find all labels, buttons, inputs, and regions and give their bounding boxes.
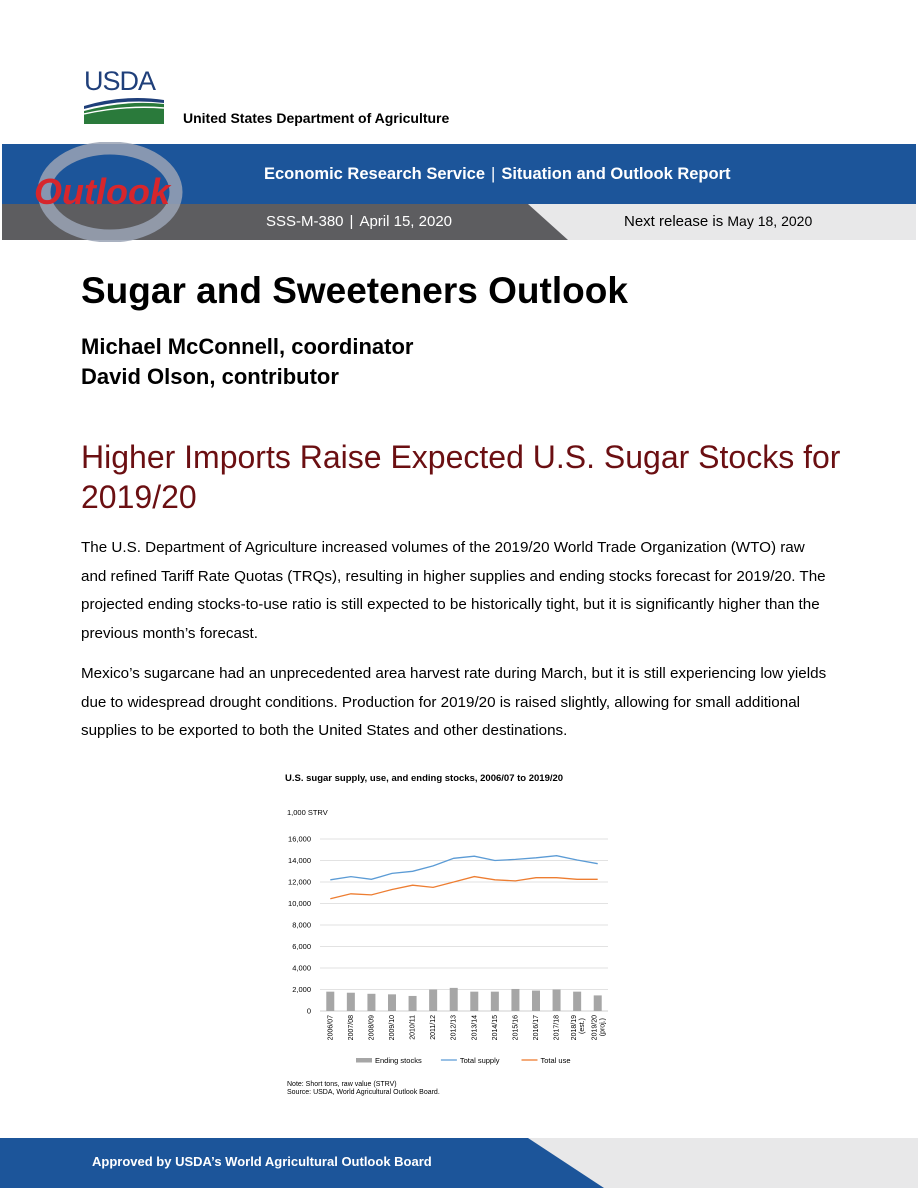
x-tick-label: 2009/10 — [389, 1015, 396, 1040]
legend-swatch — [356, 1058, 372, 1063]
chart-title: U.S. sugar supply, use, and ending stock… — [285, 773, 564, 784]
outlook-logo-text: Outlook — [34, 171, 172, 212]
chart-source: Source: USDA, World Agricultural Outlook… — [287, 1089, 440, 1096]
line-total-use — [330, 875, 598, 900]
bar-ending-stocks — [449, 987, 458, 1011]
x-tick-label: 2014/15 — [492, 1015, 499, 1040]
report-type: Situation and Outlook Report — [501, 165, 731, 183]
y-tick-label: 4,000 — [292, 964, 311, 973]
paragraph: The U.S. Department of Agriculture incre… — [81, 539, 826, 643]
bar-ending-stocks — [346, 992, 355, 1011]
bar-ending-stocks — [573, 991, 582, 1011]
bar-ending-stocks — [326, 991, 335, 1011]
authors: Michael McConnell, coordinator David Ols… — [81, 332, 413, 392]
usda-hills-icon — [84, 96, 164, 124]
x-tick-label: 2011/12 — [430, 1015, 437, 1040]
x-tick-label: 2006/07 — [327, 1015, 334, 1040]
usda-logo: USDA — [84, 68, 164, 124]
y-tick-label: 0 — [307, 1007, 311, 1016]
x-tick-label: 2010/11 — [410, 1015, 417, 1040]
y-tick-label: 16,000 — [288, 835, 311, 844]
chart-notes: Note: Short tons, raw value (STRV) Sourc… — [287, 1081, 440, 1097]
next-release-date: May 18, 2020 — [727, 213, 813, 229]
y-tick-label: 10,000 — [288, 899, 311, 908]
bar-ending-stocks — [388, 994, 396, 1011]
next-release: Next release is May 18, 2020 — [624, 213, 812, 230]
paragraph: Mexico’s sugarcane had an unprecedented … — [81, 665, 827, 740]
line-total-supply — [330, 855, 598, 881]
separator: | — [349, 213, 354, 230]
x-tick-label: 2017/18 — [554, 1015, 561, 1040]
usda-logo-text: USDA — [84, 66, 156, 96]
author-coordinator: Michael McConnell, coordinator — [81, 334, 414, 359]
x-tick-label: 2008/09 — [368, 1015, 375, 1040]
report-id: SSS-M-380 — [266, 213, 344, 230]
bar-ending-stocks — [429, 989, 438, 1011]
chart-note: Note: Short tons, raw value (STRV) — [287, 1081, 397, 1088]
report-date: April 15, 2020 — [359, 213, 453, 230]
legend-label: Total use — [541, 1056, 571, 1065]
chart: 1,000 STRV 0 2,000 4,000 6,000 8,000 10,000 12… — [287, 808, 608, 1065]
y-tick-label: 8,000 — [292, 921, 311, 930]
y-tick-label: 14,000 — [288, 856, 311, 865]
bar-ending-stocks — [490, 991, 499, 1011]
service-name: Economic Research Service — [264, 165, 486, 183]
x-tick-label: 2015/16 — [512, 1015, 519, 1040]
outlook-logo: Outlook — [34, 142, 183, 242]
bar-ending-stocks — [367, 993, 376, 1011]
bar-ending-stocks — [593, 995, 602, 1011]
report-title: Sugar and Sweeteners Outlook — [81, 270, 628, 311]
footer-bar — [0, 1138, 918, 1188]
footer-text: Approved by USDA’s World Agricultural Ou… — [92, 1154, 432, 1169]
separator: | — [491, 165, 496, 183]
x-tick-label: 2016/17 — [533, 1015, 540, 1040]
y-tick-label: 12,000 — [288, 878, 311, 887]
y-tick-label: 2,000 — [292, 985, 311, 994]
author-contributor: David Olson, contributor — [81, 364, 339, 389]
bar-ending-stocks — [511, 988, 520, 1011]
bar-ending-stocks — [408, 995, 417, 1011]
x-tick-label: 2013/14 — [471, 1015, 478, 1040]
x-tick-label: 2019/20(proj.) — [592, 1015, 607, 1040]
bar-ending-stocks — [470, 991, 479, 1011]
x-tick-label: 2007/08 — [348, 1015, 355, 1040]
agency-name: United States Department of Agriculture — [183, 110, 450, 126]
legend-label: Total supply — [460, 1056, 500, 1065]
y-tick-label: 6,000 — [292, 942, 311, 951]
x-tick-label: 2018/19(est.) — [571, 1015, 586, 1040]
bar-ending-stocks — [532, 990, 540, 1011]
bar-ending-stocks — [552, 989, 561, 1011]
y-axis-label: 1,000 STRV — [287, 808, 328, 817]
report-id-line: SSS-M-380 | April 15, 2020 — [266, 213, 452, 230]
service-line: Economic Research Service | Situation and … — [264, 165, 731, 184]
next-release-label: Next release is — [624, 213, 724, 230]
x-tick-label: 2012/13 — [451, 1015, 458, 1040]
headline: Higher Imports Raise Expected U.S. Sugar… — [81, 439, 841, 515]
legend-label: Ending stocks — [375, 1056, 422, 1065]
